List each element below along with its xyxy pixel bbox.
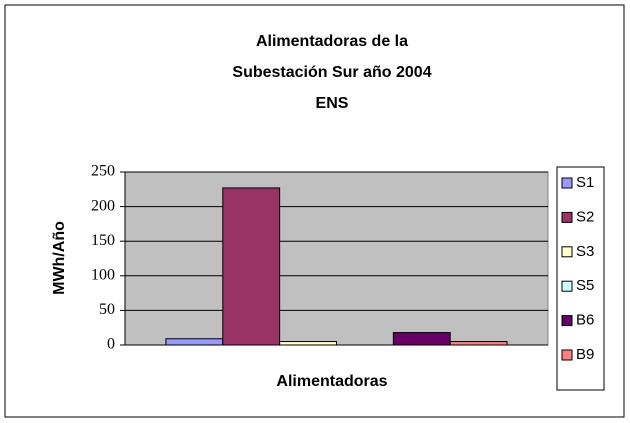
- legend-label: S2: [576, 208, 594, 225]
- y-tick-label: 100: [91, 266, 115, 283]
- legend-label: S1: [576, 174, 594, 191]
- y-axis-label: MWh/Año: [51, 221, 68, 295]
- legend-label: S5: [576, 277, 594, 294]
- legend-label: B6: [576, 312, 594, 329]
- legend-swatch: [561, 280, 573, 292]
- legend-label: B9: [576, 346, 594, 363]
- legend-swatch: [561, 349, 573, 361]
- bar: [165, 338, 224, 346]
- x-axis-label: Alimentadoras: [276, 373, 387, 390]
- y-tick-label: 250: [91, 163, 115, 180]
- legend-swatch: [561, 211, 573, 223]
- legend-label: S3: [576, 243, 594, 260]
- legend-swatch: [561, 315, 573, 327]
- y-tick-label: 50: [99, 301, 115, 318]
- bar: [449, 341, 508, 346]
- bar: [392, 332, 451, 346]
- chart-title: Subestación Sur año 2004: [232, 64, 431, 81]
- bar: [279, 341, 338, 346]
- plot-area: [124, 171, 549, 346]
- y-tick-label: 0: [107, 336, 115, 353]
- chart-title: ENS: [316, 95, 349, 112]
- y-tick-label: 200: [91, 197, 115, 214]
- bar: [222, 187, 281, 346]
- legend-swatch: [561, 246, 573, 258]
- y-tick-label: 150: [91, 232, 115, 249]
- legend-swatch: [561, 177, 573, 189]
- chart-title: Alimentadoras de la: [256, 33, 408, 50]
